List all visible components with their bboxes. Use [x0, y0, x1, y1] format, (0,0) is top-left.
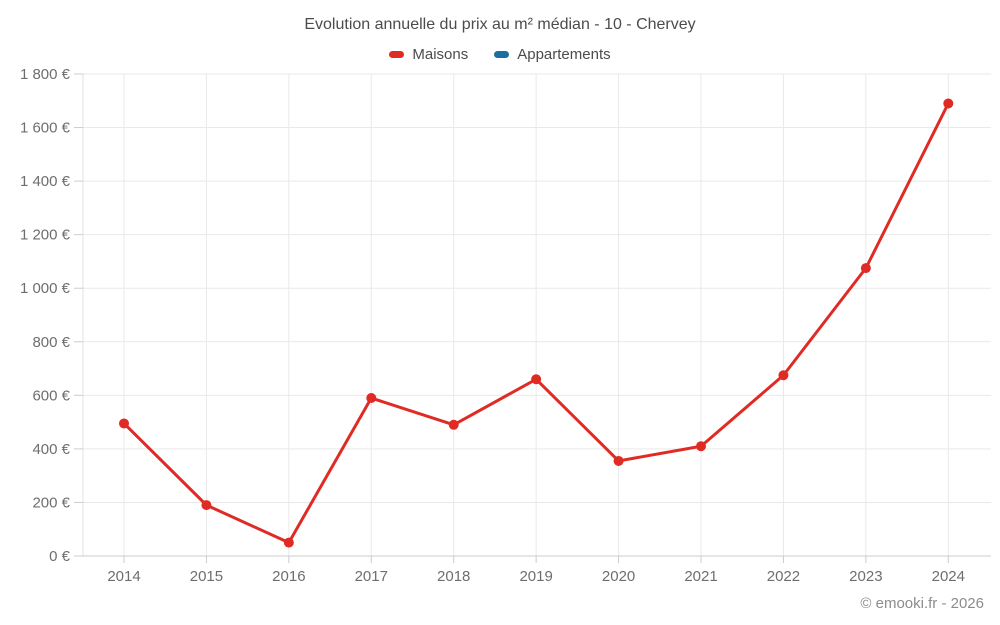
legend-item-appartements[interactable]: Appartements [494, 46, 611, 63]
svg-text:2023: 2023 [849, 568, 882, 585]
svg-text:600 €: 600 € [32, 387, 70, 404]
data-point-maisons-2016[interactable] [283, 537, 294, 548]
data-point-maisons-2018[interactable] [448, 419, 459, 430]
svg-text:1 800 €: 1 800 € [20, 66, 71, 83]
data-point-maisons-2021[interactable] [696, 441, 707, 452]
data-point-maisons-2023[interactable] [860, 263, 871, 274]
svg-text:1 400 €: 1 400 € [20, 173, 71, 190]
legend-swatch-appartements-icon [494, 51, 510, 58]
data-point-maisons-2024[interactable] [943, 98, 954, 109]
svg-text:2015: 2015 [190, 568, 223, 585]
svg-text:1 200 €: 1 200 € [20, 227, 71, 244]
legend-label-maisons: Maisons [412, 46, 469, 63]
svg-text:2016: 2016 [272, 568, 305, 585]
svg-text:1 600 €: 1 600 € [20, 120, 71, 137]
svg-text:2018: 2018 [437, 568, 470, 585]
y-axis-labels: 0 € 200 € 400 € 600 € 800 € 1 000 € 1 200 € 1 4… [20, 66, 71, 565]
svg-text:2024: 2024 [932, 568, 965, 585]
gridlines [83, 73, 991, 556]
data-point-maisons-2017[interactable] [366, 393, 377, 404]
svg-text:2014: 2014 [107, 568, 140, 585]
x-axis-labels: 2014 2015 2016 2017 2018 2019 2020 2021 2022 2023… [107, 568, 965, 585]
legend-label-appartements: Appartements [517, 46, 611, 63]
legend-item-maisons[interactable]: Maisons [389, 46, 468, 63]
chart-title: Evolution annuelle du prix au m² médian … [304, 16, 696, 33]
svg-text:2019: 2019 [519, 568, 552, 585]
data-point-maisons-2022[interactable] [778, 370, 789, 381]
data-point-maisons-2019[interactable] [531, 374, 542, 385]
data-point-maisons-2014[interactable] [119, 418, 129, 429]
svg-text:200 €: 200 € [32, 494, 70, 511]
series-maisons [119, 98, 954, 548]
svg-text:1 000 €: 1 000 € [20, 280, 71, 297]
svg-text:2022: 2022 [767, 568, 800, 585]
copyright: © emooki.fr - 2026 [860, 595, 984, 612]
legend-swatch-maisons-icon [389, 51, 405, 58]
axes [74, 73, 991, 563]
svg-text:2021: 2021 [684, 568, 717, 585]
svg-text:800 €: 800 € [32, 334, 70, 351]
data-point-maisons-2020[interactable] [613, 455, 624, 466]
svg-text:400 €: 400 € [32, 441, 70, 458]
data-point-maisons-2015[interactable] [201, 500, 212, 511]
svg-text:2017: 2017 [355, 568, 388, 585]
svg-text:2020: 2020 [602, 568, 635, 585]
legend: Maisons Appartements [0, 46, 1000, 63]
svg-text:0 €: 0 € [49, 548, 71, 565]
